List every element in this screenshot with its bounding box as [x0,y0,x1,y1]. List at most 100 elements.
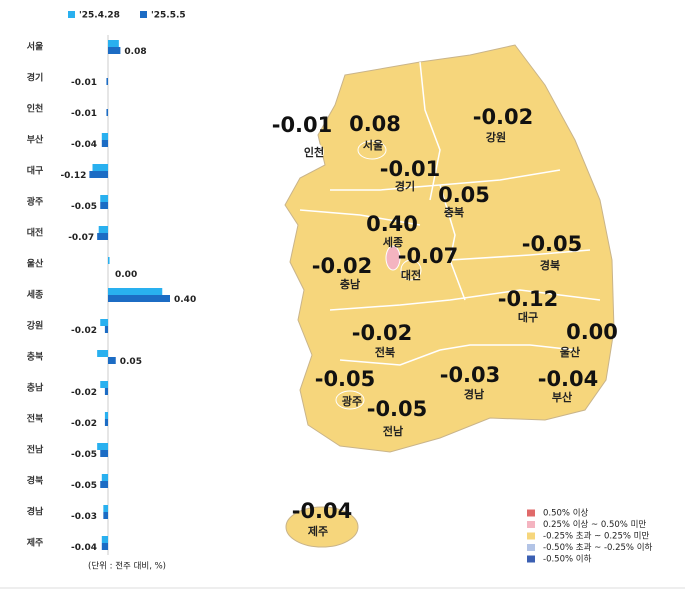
map-legend-swatch [527,555,535,563]
map-value: -0.02 [312,254,373,278]
value-label: -0.02 [71,326,97,336]
y-tick-label: 강원 [27,320,44,332]
y-tick-label: 울산 [27,258,44,270]
map-region-name: 대구 [518,310,538,324]
map-incheon [306,143,324,161]
map-region-name: 세종 [383,235,403,249]
bar [106,78,108,85]
y-tick-label: 제주 [27,537,44,549]
value-label: -0.07 [68,233,94,243]
y-tick-label: 광주 [27,196,44,208]
y-tick-label: 전남 [27,444,44,456]
map-region-name: 울산 [560,345,580,359]
bar [100,319,108,326]
map-region-name: 광주 [342,395,362,408]
legend-label: '25.4.28 [79,11,120,21]
bar [92,164,108,171]
map-value: -0.04 [292,499,353,523]
value-label: 0.40 [174,295,196,305]
bar [100,450,108,457]
map-seoul [357,140,387,160]
map-borders [299,61,601,366]
value-label: -0.04 [71,140,97,150]
map-value: 0.40 [366,212,418,236]
y-tick-label: 대구 [27,165,44,177]
bar [104,419,108,426]
map-value: -0.04 [538,367,599,391]
y-tick-label: 경남 [27,506,44,518]
map-gwangju [335,390,365,410]
bar [89,171,108,178]
y-tick-label: 인천 [27,104,44,115]
bar [103,512,108,519]
bar [97,233,108,240]
map-legend-swatch [527,509,535,517]
map-value: -0.07 [398,244,459,268]
legend-swatch [68,11,75,18]
map-value: -0.02 [352,321,413,345]
bar [101,140,108,147]
y-tick-label: 세종 [27,289,44,301]
value-label: 0.00 [115,270,137,280]
bar [100,202,108,209]
bar [108,40,119,47]
map-value: -0.01 [380,157,441,181]
legend-swatch [140,11,147,18]
y-tick-label: 경기 [27,72,44,84]
map-value: 0.00 [566,320,618,344]
value-label: -0.05 [71,481,97,491]
y-tick-label: 부산 [27,134,44,146]
bar [108,257,110,264]
y-tick-label: 경북 [27,475,44,487]
map-legend-label: -0.50% 이하 [543,554,592,565]
bar [104,388,108,395]
bar [104,326,108,333]
map-legend-label: 0.50% 이상 [543,508,589,519]
bar [100,195,108,202]
bar [104,412,108,419]
bar [100,381,108,388]
map-region-name: 충남 [340,277,360,291]
map-region-name: 서울 [363,138,383,152]
value-label: 0.05 [120,357,142,367]
map-region-name: 대전 [401,268,421,282]
map-region-name: 전남 [383,424,403,438]
legend-label: '25.5.5 [151,11,186,21]
map-legend-label: 0.25% 이상 ~ 0.50% 미만 [543,519,646,530]
y-tick-label: 전북 [27,413,44,425]
bar [103,505,108,512]
y-tick-label: 서울 [27,41,44,53]
map-region-name: 인천 [304,145,324,159]
value-label: -0.05 [71,202,97,212]
value-label: -0.04 [71,543,97,553]
bar [100,481,108,488]
map-legend-swatch [527,521,535,528]
bar [98,226,108,233]
map-jeju [285,506,359,548]
value-label: -0.01 [71,109,97,119]
bar [108,47,121,54]
map-legend-swatch [527,532,535,540]
map-value: -0.01 [272,113,333,137]
map-region-name: 경기 [395,179,415,193]
bar [108,288,163,295]
bar [106,109,108,116]
bar [101,474,108,481]
unit-note: (단위 : 전주 대비, %) [88,561,166,572]
map-value: -0.05 [522,232,583,256]
value-label: -0.01 [71,78,97,88]
map-legend-swatch [527,544,535,551]
map-region-name: 경남 [464,387,484,401]
value-label: -0.03 [71,512,97,522]
value-label: -0.02 [71,419,97,429]
bar [97,350,108,357]
map-value: 0.08 [349,112,401,136]
value-label: 0.08 [124,47,146,57]
bar [108,295,170,302]
map-value: -0.05 [367,397,428,421]
bar [101,543,108,550]
map-region-name: 충북 [444,205,464,219]
value-label: -0.02 [71,388,97,398]
map-region-name: 제주 [308,524,328,538]
bar [97,443,108,450]
